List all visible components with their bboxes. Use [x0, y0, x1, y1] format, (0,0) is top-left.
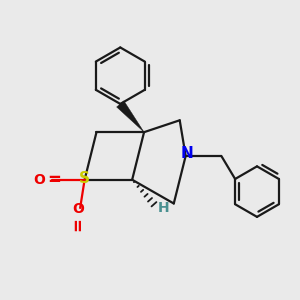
- Text: =: =: [47, 171, 61, 189]
- Text: O: O: [34, 173, 45, 187]
- Text: N: N: [181, 146, 194, 161]
- Polygon shape: [117, 101, 144, 132]
- Text: S: S: [79, 171, 89, 186]
- Text: H: H: [158, 201, 169, 215]
- Text: O: O: [73, 202, 85, 216]
- Text: =: =: [70, 218, 88, 231]
